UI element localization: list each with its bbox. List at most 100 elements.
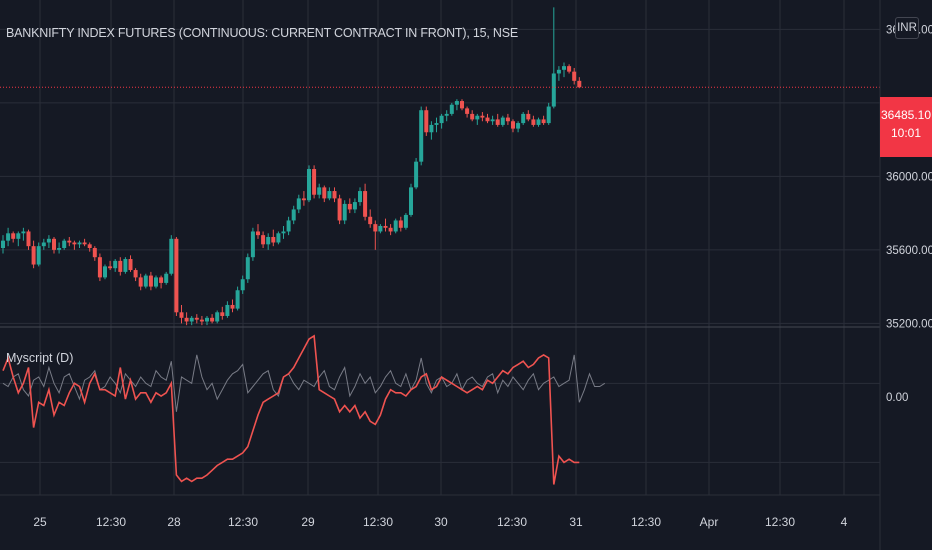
candle-body <box>82 242 87 245</box>
candle-body <box>414 161 419 188</box>
time-axis[interactable]: 25 12:30 28 12:30 29 12:30 30 12:30 31 12:30 Apr 12… <box>33 515 847 529</box>
indicator-zero-label: 0.00 <box>886 392 908 404</box>
candle-body <box>148 275 153 287</box>
candle-body <box>337 198 342 221</box>
price-tick-label: 35200.00 <box>886 318 932 330</box>
candle-body <box>52 238 56 250</box>
candle-body <box>429 124 434 133</box>
candle-body <box>205 317 209 322</box>
candle-body <box>159 277 164 283</box>
candle-body <box>108 266 113 269</box>
candle-body <box>373 224 378 232</box>
candle-body <box>383 225 388 228</box>
candle-body <box>57 248 62 250</box>
candle-body <box>286 220 291 232</box>
candle-body <box>434 123 439 125</box>
candle-body <box>470 113 475 120</box>
candle-body <box>261 235 266 245</box>
candle-body <box>128 259 133 271</box>
candle-body <box>169 238 174 274</box>
price-tick-label: 35600.00 <box>886 245 932 257</box>
candle-body <box>266 236 271 245</box>
candle-body <box>291 209 296 221</box>
candle-body <box>41 242 46 247</box>
candle-body <box>87 244 92 249</box>
candle-body <box>378 225 383 232</box>
time-tick-label: 12:30 <box>228 515 258 529</box>
candle-body <box>485 117 490 122</box>
candle-body <box>409 187 413 215</box>
candle-body <box>1 240 5 249</box>
time-tick-label: 12:30 <box>765 515 795 529</box>
indicator-title[interactable]: Myscript (D) <box>6 351 74 365</box>
candle-body <box>505 117 510 122</box>
price-tick-label: 36000.00 <box>886 171 932 183</box>
candle-body <box>26 231 31 247</box>
candle-body <box>516 123 521 129</box>
candle-body <box>465 108 470 114</box>
candle-body <box>526 113 531 120</box>
candle-body <box>184 317 189 322</box>
candle-body <box>281 231 286 234</box>
candle-body <box>536 119 541 125</box>
candle-body <box>113 260 118 269</box>
time-tick-label: 29 <box>301 515 315 529</box>
candle-body <box>118 260 123 272</box>
candle-body <box>256 231 260 236</box>
candle-body <box>92 248 97 258</box>
time-tick-label: 12:30 <box>96 515 126 529</box>
candle-body <box>77 242 82 245</box>
candle-body <box>164 273 169 283</box>
candle-body <box>174 238 179 313</box>
time-tick-label: 12:30 <box>363 515 393 529</box>
price-series[interactable] <box>1 7 582 326</box>
candle-body <box>194 317 199 320</box>
candle-body <box>46 238 51 243</box>
indicator-line <box>2 354 606 412</box>
candle-body <box>143 275 148 287</box>
candle-body <box>358 191 362 203</box>
candle-body <box>393 220 398 232</box>
time-tick-label: 25 <box>33 515 47 529</box>
candle-body <box>138 277 143 287</box>
candle-body <box>511 121 515 129</box>
candle-body <box>199 319 204 322</box>
candle-body <box>21 231 26 234</box>
candle-body <box>460 101 464 109</box>
candle-body <box>31 246 36 265</box>
currency-button[interactable]: INR <box>895 17 919 39</box>
candle-body <box>103 266 107 278</box>
candle-body <box>444 113 449 116</box>
candle-body <box>332 191 337 199</box>
candle-body <box>541 119 546 124</box>
candle-body <box>245 257 250 280</box>
candle-body <box>250 231 255 258</box>
candle-body <box>97 257 102 278</box>
candle-body <box>490 119 495 122</box>
candle-body <box>189 317 194 322</box>
candle-body <box>475 115 480 120</box>
time-tick-label: 31 <box>569 515 583 529</box>
indicator-series[interactable] <box>2 334 606 485</box>
candle-body <box>36 246 41 265</box>
candle-body <box>67 240 72 243</box>
candle-body <box>521 113 526 124</box>
last-price-tag: 36485.10 10:01 <box>880 97 932 157</box>
candle-body <box>352 202 357 210</box>
time-tick-label: Apr <box>700 515 719 529</box>
candle-body <box>419 110 424 162</box>
candle-body <box>551 73 556 107</box>
candle-body <box>72 242 77 245</box>
candle-body <box>179 312 184 318</box>
candle-body <box>567 66 572 72</box>
candle-body <box>556 69 561 74</box>
candle-body <box>495 119 500 125</box>
candle-body <box>225 304 230 316</box>
candle-body <box>301 198 306 201</box>
candle-body <box>363 191 368 217</box>
candle-body <box>449 104 454 114</box>
time-tick-label: 12:30 <box>631 515 661 529</box>
candle-body <box>388 227 393 232</box>
